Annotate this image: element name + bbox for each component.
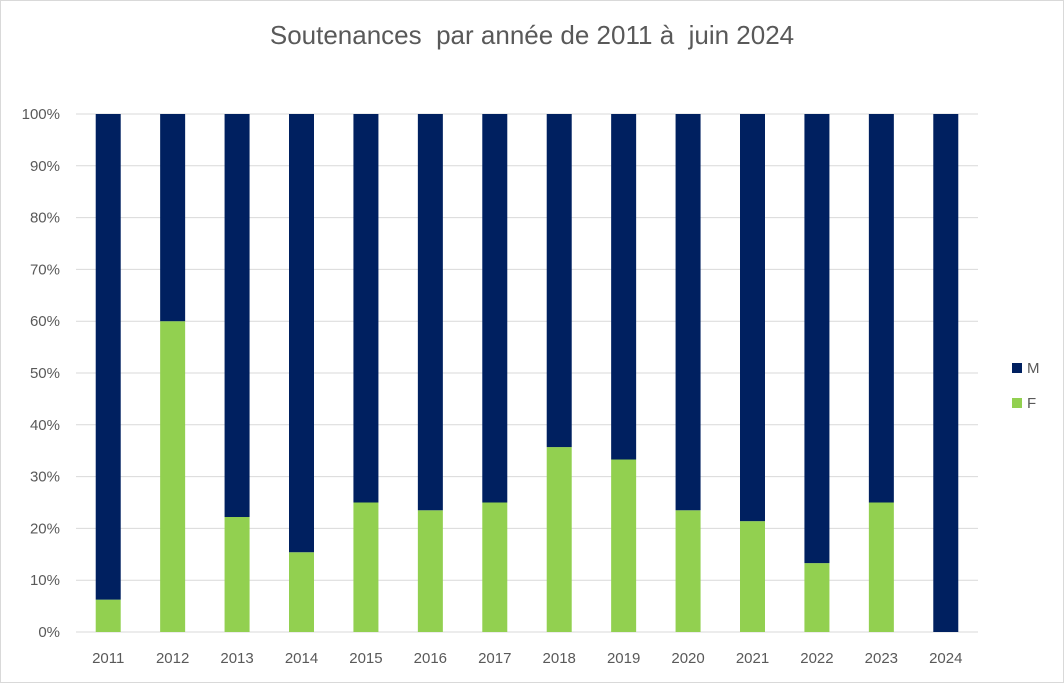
x-tick-label: 2018	[543, 650, 576, 667]
bar-M-2011	[95, 114, 121, 600]
legend-swatch-F	[1012, 398, 1022, 408]
gridlines	[76, 113, 978, 633]
y-tick-label: 30%	[30, 469, 60, 486]
bar-F-2019	[611, 459, 637, 632]
bar-F-2021	[740, 521, 765, 632]
x-tick-label: 2012	[156, 650, 189, 667]
y-tick-label: 10%	[30, 572, 60, 589]
legend-label-F: F	[1027, 395, 1036, 412]
bar-F-2012	[160, 321, 186, 632]
bar-F-2022	[804, 563, 830, 632]
x-tick-label: 2024	[929, 650, 962, 667]
x-tick-label: 2011	[92, 650, 124, 667]
bar-F-2014	[289, 552, 314, 632]
bar-M-2020	[675, 114, 701, 511]
bar-M-2014	[289, 114, 314, 553]
y-tick-label: 40%	[30, 417, 60, 434]
y-axis-tick-labels: 0% 10% 20% 30% 40% 50% 60% 70% 80% 90% 100%	[22, 106, 60, 641]
x-tick-label: 2017	[478, 650, 511, 667]
y-tick-label: 50%	[30, 365, 60, 382]
bar-F-2017	[482, 502, 508, 632]
legend-swatch-M	[1012, 363, 1022, 373]
legend-label-M: M	[1027, 360, 1040, 377]
x-tick-label: 2014	[285, 650, 318, 667]
chart-title: Soutenances par année de 2011 à juin 202…	[269, 20, 795, 50]
bar-F-2023	[868, 502, 894, 632]
bar-F-2013	[224, 517, 250, 632]
bar-M-2024	[933, 114, 959, 632]
y-tick-label: 0%	[38, 624, 60, 641]
bar-F-2015	[353, 502, 379, 632]
y-tick-label: 90%	[30, 158, 60, 175]
bar-M-2019	[611, 114, 637, 460]
bar-M-2016	[417, 114, 443, 511]
bar-M-2015	[353, 114, 379, 503]
bar-M-2017	[482, 114, 508, 503]
y-tick-label: 70%	[30, 261, 60, 278]
x-axis-tick-labels: 2011 2012 2013 2014 2015 2016 2017 2018 2019 2020…	[92, 650, 962, 667]
y-tick-label: 100%	[22, 106, 60, 123]
x-tick-label: 2016	[414, 650, 447, 667]
x-tick-label: 2019	[607, 650, 640, 667]
x-tick-label: 2013	[220, 650, 253, 667]
legend: MF	[1012, 360, 1040, 412]
x-tick-label: 2021	[736, 650, 769, 667]
bar-M-2021	[740, 114, 765, 522]
bar-F-2016	[417, 510, 443, 632]
bars	[95, 114, 959, 632]
bar-M-2022	[804, 114, 830, 564]
y-tick-label: 20%	[30, 520, 60, 537]
y-tick-label: 80%	[30, 210, 60, 227]
bar-M-2012	[160, 114, 186, 322]
x-tick-label: 2020	[671, 650, 704, 667]
bar-F-2011	[95, 599, 121, 632]
bar-M-2018	[546, 114, 572, 448]
x-tick-label: 2015	[349, 650, 382, 667]
bar-F-2018	[546, 447, 572, 632]
bar-M-2013	[224, 114, 250, 518]
bar-F-2020	[675, 510, 701, 632]
y-tick-label: 60%	[30, 313, 60, 330]
x-tick-label: 2023	[865, 650, 898, 667]
x-tick-label: 2022	[800, 650, 833, 667]
bar-M-2023	[868, 114, 894, 503]
